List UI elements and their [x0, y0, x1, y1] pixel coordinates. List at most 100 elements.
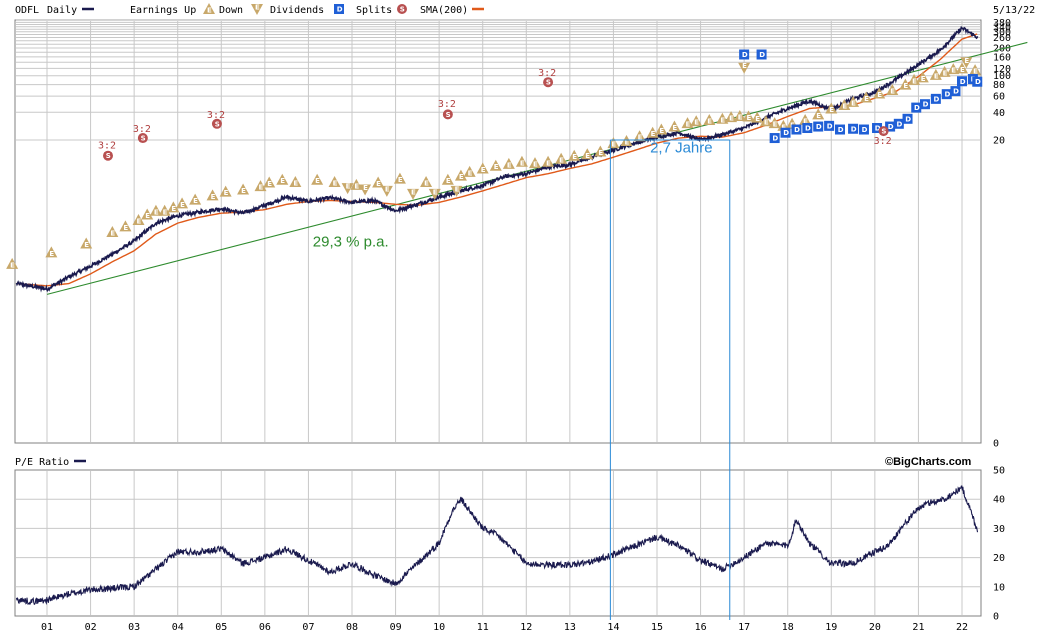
x-tick-label: 07 — [302, 622, 314, 633]
earnings-up-triangle — [886, 83, 899, 95]
earnings-up-triangle — [542, 155, 555, 167]
earnings-up-triangle — [860, 91, 873, 103]
earnings-up-triangle — [581, 148, 594, 160]
period-annotation: 2,7 Jahre — [650, 140, 713, 157]
earnings-up-triangle — [716, 112, 729, 124]
earnings-up-triangle — [158, 204, 171, 216]
earnings-up-marker: E — [393, 172, 406, 184]
earnings-up-triangle — [916, 71, 929, 83]
dividend-marker: D — [941, 89, 952, 100]
x-tick-label: 05 — [215, 622, 227, 633]
earnings-letter: E — [267, 180, 272, 188]
earnings-up-marker: E — [441, 173, 454, 185]
earnings-down-triangle — [380, 185, 393, 197]
earnings-down-triangle — [341, 183, 354, 195]
earnings-letter: E — [738, 113, 743, 121]
earnings-up-triangle — [237, 183, 250, 195]
split-ratio-label: 3:2 — [874, 136, 892, 147]
earnings-down-triangle — [450, 185, 463, 197]
earnings-letter: E — [934, 72, 939, 80]
earnings-up-marker: E — [167, 201, 180, 213]
earnings-up-triangle — [441, 173, 454, 185]
x-tick-label: 13 — [564, 622, 576, 633]
earnings-up-triangle — [703, 113, 716, 125]
dividend-square — [858, 124, 869, 135]
earnings-up-marker: E — [633, 130, 646, 142]
earnings-letter: E — [333, 179, 338, 187]
price-y-tick-label: 60 — [993, 92, 1005, 103]
dividend-letter: D — [759, 51, 765, 59]
earnings-up-marker: E — [838, 99, 851, 111]
earnings-up-triangle — [189, 193, 202, 205]
price-y-tick-label: 120 — [993, 64, 1011, 75]
dividend-square — [791, 124, 802, 135]
earnings-up-marker: E — [929, 68, 942, 80]
earnings-up-triangle — [463, 165, 476, 177]
x-tick-label: 15 — [651, 622, 663, 633]
dividend-square — [930, 93, 941, 104]
split-marker: S — [103, 150, 113, 161]
legend-earnings-up: Earnings Up — [130, 5, 196, 16]
x-tick-label: 12 — [520, 622, 532, 633]
earnings-up-triangle — [176, 197, 189, 209]
split-marker: S — [442, 109, 453, 120]
dividend-square — [835, 124, 845, 135]
legend-earnings-up-marker: E — [203, 3, 215, 15]
x-tick-label: 17 — [738, 622, 750, 633]
earnings-letter: E — [241, 187, 246, 195]
split-ratio-label: 3:2 — [133, 124, 151, 135]
earnings-up-triangle — [454, 169, 467, 181]
dividend-marker: D — [824, 120, 835, 131]
earnings-up-marker: E — [690, 115, 703, 127]
earnings-letter: E — [207, 7, 212, 15]
earnings-up-marker: E — [372, 176, 385, 188]
earnings-letter: E — [851, 99, 856, 107]
x-tick-label: 02 — [85, 622, 97, 633]
x-tick-label: 08 — [346, 622, 358, 633]
earnings-up-triangle — [681, 117, 694, 129]
earnings-letter: E — [163, 208, 168, 216]
earnings-letter: E — [842, 103, 847, 111]
split-icon: S — [397, 4, 407, 14]
x-tick-label: 04 — [172, 622, 184, 633]
price-y-tick-label: 340 — [993, 22, 1011, 33]
earnings-up-marker: E — [655, 123, 668, 135]
split-ratio-label: 3:2 — [98, 140, 116, 151]
earnings-letter: E — [10, 261, 15, 269]
dividend-letter: D — [953, 88, 959, 96]
sma-line — [16, 33, 978, 287]
earnings-letter: E — [171, 205, 176, 213]
pe-panel: 50 40 30 20 10 0 — [14, 140, 1005, 623]
dividend-marker: D — [756, 49, 767, 60]
earnings-up-triangle — [289, 175, 302, 187]
earnings-up-marker: E — [899, 78, 912, 90]
dividend-marker: D — [858, 124, 869, 135]
earnings-letter: E — [764, 119, 769, 127]
pe-y-axis: 50 40 30 20 10 0 — [993, 466, 1005, 623]
earnings-up-marker: E — [515, 155, 528, 167]
dividend-letter: D — [944, 91, 950, 99]
dividend-letter: D — [794, 126, 800, 134]
dividend-marker: D — [791, 124, 802, 135]
earnings-up-triangle — [812, 108, 825, 120]
earnings-letter: E — [376, 180, 381, 188]
earnings-up-triangle — [799, 113, 812, 125]
price-y-tick-label: 40 — [993, 108, 1005, 119]
earnings-up-marker: E — [149, 204, 162, 216]
earnings-up-marker: E — [725, 111, 738, 123]
x-tick-label: 09 — [390, 622, 402, 633]
dividend-letter: D — [897, 120, 903, 128]
dividend-marker: D — [950, 86, 961, 97]
dividend-square — [813, 121, 824, 132]
split-marker: S — [878, 126, 889, 137]
earnings-letter: E — [533, 161, 538, 169]
earnings-up-marker: E — [646, 126, 659, 138]
earnings-up-marker: E — [873, 87, 886, 99]
earnings-letter: E — [110, 230, 115, 238]
split-ratio-label: 3:2 — [538, 68, 556, 79]
earnings-letter: E — [672, 124, 677, 132]
earnings-letter: E — [755, 115, 760, 123]
earnings-up-triangle — [132, 214, 145, 226]
dividend-square — [957, 76, 967, 87]
